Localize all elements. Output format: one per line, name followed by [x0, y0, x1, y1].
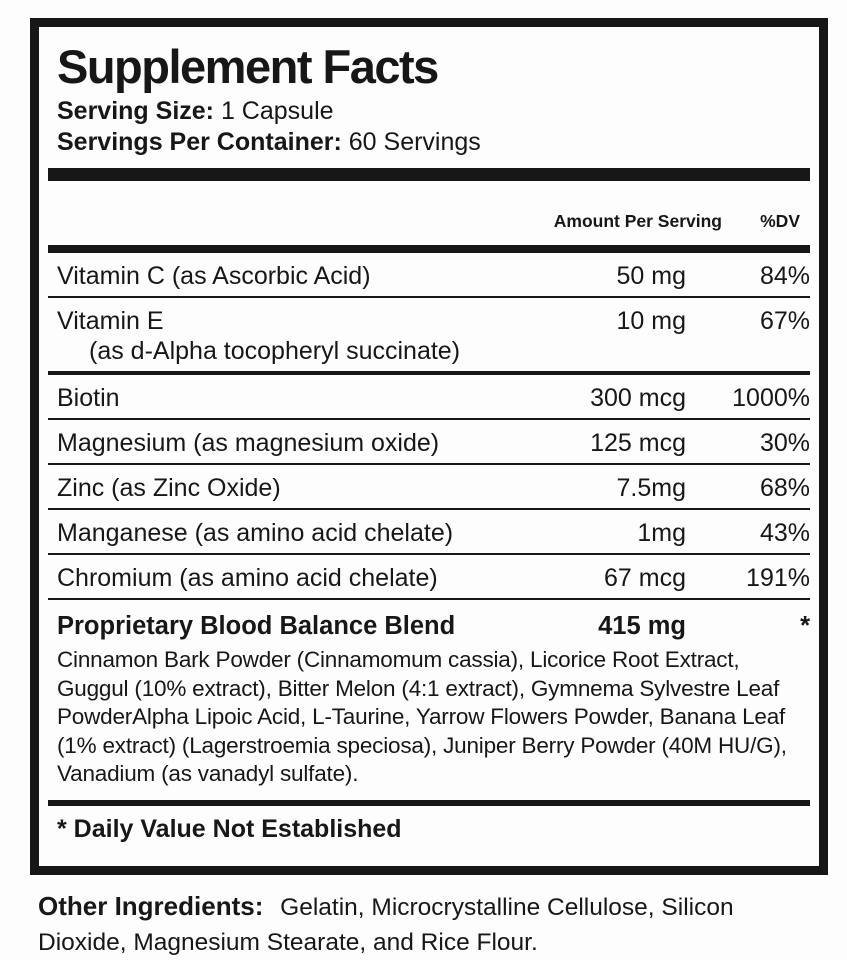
nutrient-amount: 300 mcg	[590, 384, 686, 412]
proprietary-blend-row: Proprietary Blood Balance Blend 415 mg *	[48, 600, 810, 644]
blend-dv-asterisk: *	[800, 612, 810, 640]
serving-size-line: Serving Size: 1 Capsule	[48, 96, 810, 127]
amount-per-serving-header: Amount Per Serving	[553, 211, 722, 231]
nutrient-name-line1: Vitamin E	[57, 307, 164, 335]
nutrient-amount: 7.5mg	[616, 474, 686, 502]
table-row-vitamin-e: Vitamin E (as d-Alpha tocopheryl succina…	[48, 298, 810, 375]
nutrient-dv: 191%	[746, 564, 810, 592]
nutrient-name: Manganese (as amino acid chelate)	[57, 519, 454, 547]
nutrient-name: Magnesium (as magnesium oxide)	[57, 429, 440, 457]
table-row-vitamin-c: Vitamin C (as Ascorbic Acid) 50 mg 84%	[48, 253, 810, 298]
nutrient-amount: 50 mg	[616, 262, 686, 290]
nutrient-name: Vitamin E (as d-Alpha tocopheryl succina…	[48, 306, 617, 366]
divider-thick-top	[48, 168, 810, 181]
nutrient-dv: 43%	[759, 519, 810, 547]
table-row-biotin: Biotin 300 mcg 1000%	[48, 375, 810, 420]
daily-value-footnote: * Daily Value Not Established	[57, 814, 402, 843]
column-header-row: Amount Per Serving %DV	[48, 181, 810, 245]
supplement-facts-panel: Supplement Facts Serving Size: 1 Capsule…	[30, 18, 828, 875]
serving-size-label: Serving Size:	[57, 97, 214, 125]
blend-name: Proprietary Blood Balance Blend	[57, 612, 456, 640]
panel-title: Supplement Facts	[57, 40, 439, 93]
nutrient-dv: 30%	[759, 429, 810, 457]
nutrient-dv: 67%	[759, 307, 810, 335]
nutrient-amount: 10 mg	[616, 307, 686, 335]
nutrient-amount: 1mg	[637, 519, 686, 547]
blend-amount: 415 mg	[598, 612, 686, 640]
nutrient-dv: 84%	[759, 262, 810, 290]
nutrient-amount: 125 mcg	[590, 429, 686, 457]
nutrient-name: Zinc (as Zinc Oxide)	[57, 474, 281, 502]
nutrient-table: Vitamin C (as Ascorbic Acid) 50 mg 84% V…	[48, 253, 810, 600]
servings-per-container-value: 60 Servings	[348, 128, 481, 156]
table-row-zinc: Zinc (as Zinc Oxide) 7.5mg 68%	[48, 465, 810, 510]
serving-size-value: 1 Capsule	[220, 97, 334, 125]
other-ingredients-label: Other Ingredients:	[38, 891, 264, 921]
divider-medium-header	[48, 245, 810, 253]
table-row-chromium: Chromium (as amino acid chelate) 67 mcg …	[48, 555, 810, 600]
nutrient-name: Vitamin C (as Ascorbic Acid)	[57, 262, 371, 290]
dv-header: %DV	[760, 211, 800, 231]
servings-per-container-label: Servings Per Container:	[57, 128, 342, 156]
other-ingredients-value: Gelatin, Microcrystalline Cellulose, Sil…	[38, 894, 734, 956]
blend-description: Cinnamon Bark Powder (Cinnamomum cassia)…	[57, 647, 787, 786]
table-row-magnesium: Magnesium (as magnesium oxide) 125 mcg 3…	[48, 420, 810, 465]
nutrient-name-line2: (as d-Alpha tocopheryl succinate)	[89, 337, 461, 365]
other-ingredients: Other Ingredients: Gelatin, Microcrystal…	[38, 889, 823, 960]
nutrient-dv: 68%	[759, 474, 810, 502]
servings-per-container-line: Servings Per Container: 60 Servings	[48, 127, 810, 158]
nutrient-dv: 1000%	[732, 384, 810, 412]
table-row-manganese: Manganese (as amino acid chelate) 1mg 43…	[48, 510, 810, 555]
nutrient-amount: 67 mcg	[604, 564, 686, 592]
nutrient-name: Chromium (as amino acid chelate)	[57, 564, 438, 592]
nutrient-name: Biotin	[57, 384, 120, 412]
divider-medium-footnote	[48, 799, 810, 806]
